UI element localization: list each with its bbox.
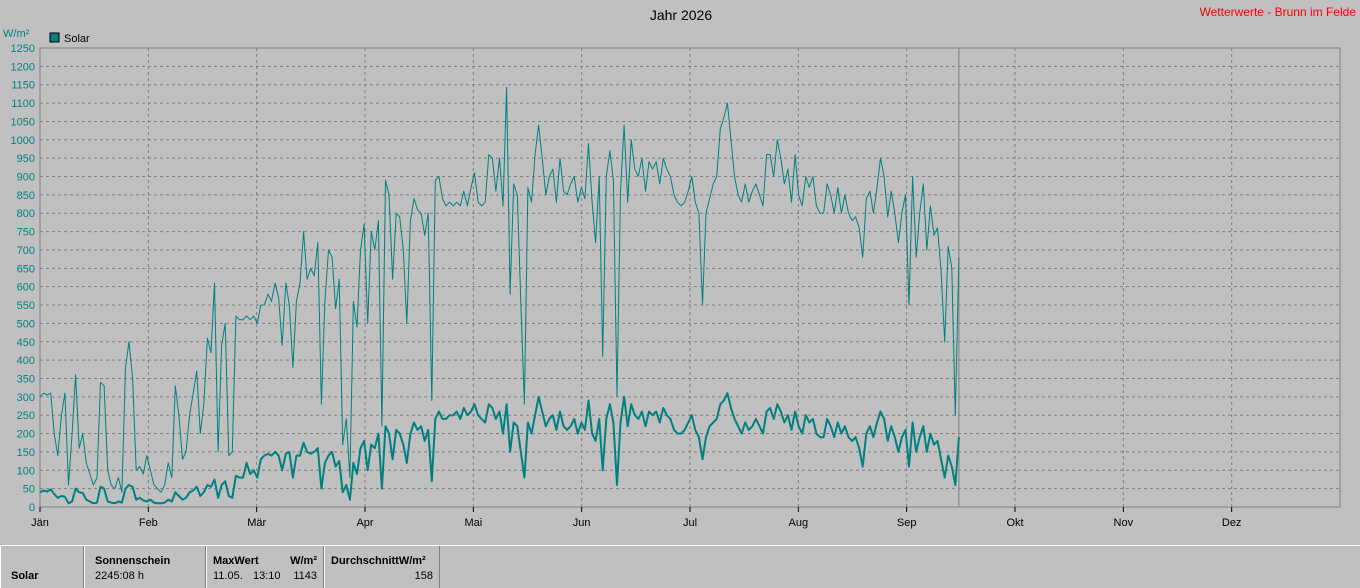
y-tick-label: 750 (17, 227, 35, 239)
avg-header: DurchschnittW/m² (331, 555, 426, 567)
y-tick-label: 1000 (11, 135, 35, 147)
y-tick-label: 450 (17, 337, 35, 349)
x-tick-label: Nov (1114, 517, 1134, 529)
summary-footer: Solar Sonnenschein 2245:08 h MaxWert W/m… (0, 545, 1360, 588)
sunshine-value: 2245:08 h (95, 570, 144, 582)
max-cell: MaxWert W/m² 11.05. 13:10 1143 (206, 546, 324, 588)
x-tick-label: Feb (139, 517, 158, 529)
y-tick-label: 150 (17, 447, 35, 459)
y-tick-label: 500 (17, 318, 35, 330)
y-tick-label: 850 (17, 190, 35, 202)
y-tick-label: 1250 (11, 43, 35, 55)
max-unit: W/m² (290, 555, 317, 567)
legend-swatch (49, 32, 60, 43)
y-tick-label: 100 (17, 465, 35, 477)
x-tick-label: Jun (573, 517, 591, 529)
y-tick-label: 600 (17, 282, 35, 294)
y-tick-label: 700 (17, 245, 35, 257)
solar-chart: Jahr 2026 Wetterwerte - Brunn im Felde W… (3, 5, 1357, 529)
avg-value: 158 (414, 570, 433, 582)
y-tick-label: 800 (17, 208, 35, 220)
max-time: 13:10 (253, 570, 281, 582)
x-tick-label: Mär (247, 517, 266, 529)
series-layer (39, 86, 960, 505)
x-tick-label: Mai (464, 517, 482, 529)
x-tick-label: Dez (1222, 517, 1242, 529)
y-tick-label: 200 (17, 429, 35, 441)
series-line-mean (39, 392, 960, 505)
y-tick-label: 400 (17, 355, 35, 367)
y-tick-label: 1150 (11, 80, 35, 92)
station-name: Wetterwerte - Brunn im Felde (1200, 5, 1357, 19)
y-tick-label: 900 (17, 172, 35, 184)
chart-title: Jahr 2026 (650, 7, 712, 23)
y-tick-label: 0 (29, 502, 35, 514)
y-axis-ticks: 0 50 100 150 200 250 300 350 400 450 500 550 600 650 7… (11, 43, 35, 514)
series-line-max (39, 86, 960, 493)
x-tick-label: Apr (356, 517, 373, 529)
summary-row-label-cell: Solar (0, 546, 84, 588)
y-tick-label: 650 (17, 263, 35, 275)
y-tick-label: 350 (17, 373, 35, 385)
sunshine-cell: Sonnenschein 2245:08 h (84, 546, 206, 588)
x-axis-ticks: Jän Feb Mär Apr Mai Jun Jul Aug Sep Okt Nov Dez (31, 507, 1241, 529)
x-tick-label: Okt (1006, 517, 1023, 529)
x-tick-label: Jul (683, 517, 697, 529)
y-tick-label: 550 (17, 300, 35, 312)
y-tick-label: 250 (17, 410, 35, 422)
legend-label: Solar (64, 33, 90, 45)
y-tick-label: 300 (17, 392, 35, 404)
max-value: 1143 (293, 570, 317, 582)
sunshine-header: Sonnenschein (95, 555, 171, 567)
y-tick-label: 1100 (11, 98, 35, 110)
y-tick-label: 1050 (11, 116, 35, 128)
x-tick-label: Sep (897, 517, 917, 529)
y-tick-label: 950 (17, 153, 35, 165)
x-tick-label: Jän (31, 517, 49, 529)
max-header: MaxWert (213, 555, 259, 567)
y-axis-unit: W/m² (3, 28, 30, 40)
x-tick-label: Aug (789, 517, 809, 529)
y-tick-label: 50 (23, 484, 35, 496)
grid-lines (40, 48, 1340, 507)
summary-row-label: Solar (11, 570, 39, 582)
max-date: 11.05. (213, 570, 243, 582)
y-tick-label: 1200 (11, 61, 35, 73)
avg-cell: DurchschnittW/m² 158 (324, 546, 440, 588)
